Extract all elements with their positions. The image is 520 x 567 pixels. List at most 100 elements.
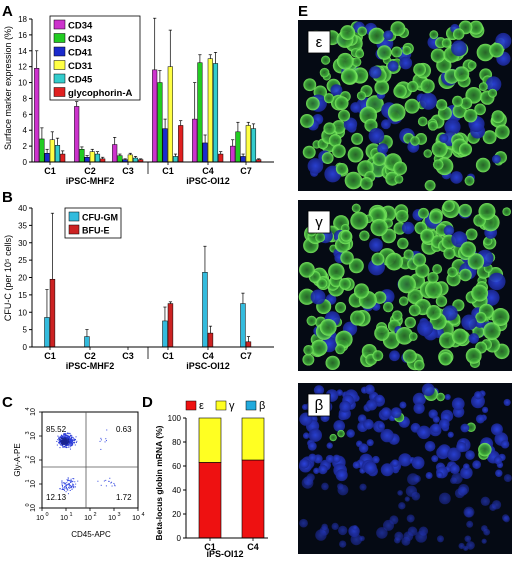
blue-cell (326, 442, 333, 449)
green-cell (372, 350, 384, 362)
green-cell (391, 46, 403, 58)
blue-cell (374, 394, 384, 404)
blue-cell (417, 425, 431, 440)
scatter-point (63, 444, 65, 446)
y-tick-exponent: 1 (25, 479, 31, 482)
blue-cell (363, 419, 374, 430)
scatter-point (63, 434, 65, 436)
green-cell (426, 304, 442, 321)
blue-cell (318, 464, 328, 475)
scatter-point (75, 436, 77, 438)
green-cell (488, 88, 498, 98)
cd45-bar (250, 128, 257, 163)
y-tick-label: 5 (23, 326, 28, 335)
green-cell (489, 42, 504, 58)
green-cell (452, 95, 464, 107)
scatter-point (63, 440, 65, 442)
panel-d-y-axis-label: Beta-locus globin mRNA (%) (154, 425, 164, 540)
blue-cell (490, 423, 503, 436)
scatter-point (63, 489, 65, 491)
scatter-point (63, 439, 65, 441)
scatter-point (63, 438, 65, 440)
green-cell (394, 174, 404, 184)
scatter-point (68, 479, 70, 481)
scatter-point (65, 486, 67, 488)
cd34-bar (74, 106, 80, 163)
green-cell (432, 264, 443, 275)
blue-cell (466, 520, 474, 528)
scatter-point (67, 488, 69, 490)
blue-cell (444, 393, 451, 401)
scatter-point (70, 440, 72, 442)
scatter-point (71, 442, 73, 444)
scatter-point (64, 436, 66, 438)
cd43-bar (79, 149, 85, 163)
panel-b-y-ticks: 0 5 10 15 20 25 30 35 40 (18, 204, 32, 352)
cd43-bar (39, 138, 45, 163)
scatter-point (105, 438, 107, 440)
cd31-bar (89, 151, 95, 163)
scatter-point (69, 443, 71, 445)
blue-cell (461, 314, 477, 331)
scatter-point (63, 441, 65, 443)
green-cell (303, 78, 317, 92)
scatter-point (59, 488, 61, 490)
scatter-point (62, 441, 64, 443)
blue-cell (468, 333, 480, 344)
y-tick-label: 14 (18, 47, 27, 56)
blue-cell (330, 84, 343, 97)
scatter-point (59, 447, 61, 449)
scatter-point (67, 438, 69, 440)
category-label: C4 (202, 351, 214, 361)
bfu-e-bar (49, 278, 56, 348)
legend-label-cd31: CD31 (68, 61, 93, 72)
scatter-point (70, 441, 72, 443)
green-cell (393, 84, 407, 98)
blue-cell (451, 472, 463, 484)
scatter-point (73, 484, 75, 486)
scatter-point (63, 433, 65, 435)
legend-swatch (245, 400, 257, 411)
scatter-point (69, 489, 71, 491)
blue-cell (424, 440, 436, 452)
cfu-gm-bar (202, 272, 208, 348)
green-cell (325, 355, 340, 371)
stacked-bar-segment (198, 417, 222, 463)
panel-a-x-axis: C1 C2 C3 C1 C4 C7 iPSC-MHF2 iPSC-OI12 (44, 162, 252, 186)
scatter-point (70, 485, 72, 487)
green-cell (329, 433, 337, 442)
green-cell (350, 211, 369, 230)
group-label: iPSC-OI12 (186, 176, 230, 186)
legend-label-cd34: CD34 (68, 21, 93, 32)
green-cell (374, 80, 390, 95)
scatter-point (60, 442, 62, 444)
scatter-point (62, 436, 64, 438)
green-cell (420, 79, 435, 94)
green-cell (355, 49, 365, 59)
scatter-point (61, 435, 63, 437)
blue-cell (376, 527, 388, 539)
x-tick-exponent: 4 (141, 512, 144, 518)
scatter-point (69, 486, 71, 488)
category-label: C3 (122, 351, 134, 361)
blue-cell (313, 467, 320, 474)
scatter-point (57, 442, 59, 444)
cd45-bar (212, 63, 219, 163)
scatter-point (63, 437, 65, 439)
scatter-point (66, 442, 68, 444)
legend-label-cd45: CD45 (68, 75, 93, 86)
green-cell (491, 308, 510, 326)
green-cell (443, 247, 456, 260)
green-cell (334, 96, 349, 111)
scatter-point (67, 432, 69, 434)
y-tick-label: 30 (18, 239, 27, 248)
blue-cell (346, 429, 355, 438)
scatter-point (64, 433, 66, 435)
micrograph-label-box (307, 393, 331, 417)
x-tick-exponent: 2 (93, 512, 96, 518)
scatter-point (63, 445, 65, 447)
green-cell (321, 55, 331, 65)
scatter-point (62, 488, 64, 490)
scatter-point (70, 481, 72, 483)
legend-swatch-cd43 (53, 33, 66, 43)
